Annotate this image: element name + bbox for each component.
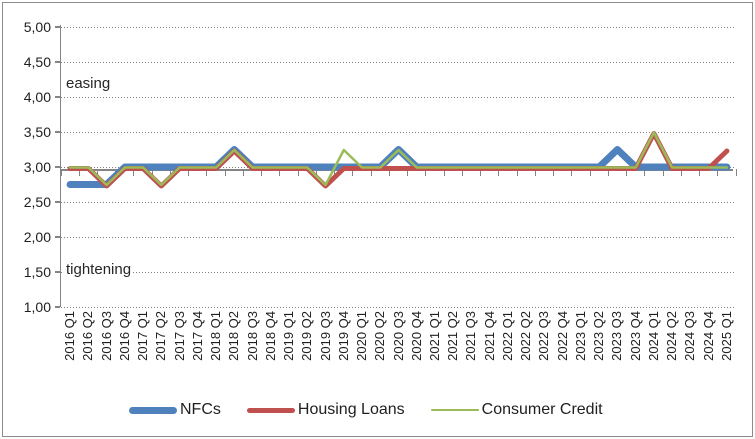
legend-line-swatch-nfcs: [129, 406, 177, 414]
y-axis-tick: [55, 131, 60, 133]
x-axis-tick: [662, 169, 664, 176]
legend-item-nfcs: NFCs: [129, 401, 221, 419]
chart-lines: [66, 131, 731, 189]
x-axis-tick: [644, 169, 646, 176]
y-axis-tick: [55, 306, 60, 308]
gridline-4,50: [61, 61, 736, 63]
y-axis-label: 1,00: [23, 299, 51, 315]
gridline-2,50: [61, 201, 736, 203]
x-axis-tick: [96, 169, 98, 176]
x-axis-tick: [443, 169, 445, 176]
x-axis-tick: [589, 169, 591, 176]
gridline-3,50: [61, 131, 736, 133]
x-axis-tick: [169, 169, 171, 176]
y-axis-label: 4,50: [23, 54, 51, 70]
legend-item-housing-loans: Housing Loans: [246, 401, 405, 419]
x-axis-tick: [571, 169, 573, 176]
series-line-consumer-credit: [68, 131, 729, 187]
gridline-2,00: [61, 236, 736, 238]
x-axis-tick: [699, 169, 700, 176]
x-axis-tick: [717, 169, 719, 176]
annotation-easing: easing: [64, 75, 113, 93]
gridline-4,00: [61, 96, 736, 98]
y-axis-label: 3,00: [23, 159, 51, 175]
x-axis-tick: [498, 169, 500, 176]
x-axis-tick: [534, 169, 536, 176]
x-axis-tick: [279, 169, 281, 176]
y-axis-label: 5,00: [23, 19, 51, 35]
legend-item-consumer-credit: Consumer Credit: [430, 401, 603, 419]
x-axis-tick: [626, 169, 628, 176]
x-axis-tick: [78, 169, 80, 176]
gridline-1,50: [61, 271, 736, 273]
y-axis-label: 4,00: [23, 89, 51, 105]
chart-legend: NFCs Housing Loans Consumer Credit: [129, 395, 603, 425]
x-axis-tick: [261, 169, 263, 176]
y-axis-label: 1,50: [23, 264, 51, 280]
y-axis-label: 3,50: [23, 124, 51, 140]
x-axis-tick: [60, 169, 62, 176]
x-axis-tick: [553, 169, 555, 176]
x-axis-tick: [242, 169, 244, 176]
y-axis-label: 2,00: [23, 229, 51, 245]
legend-label-housing-loans: Housing Loans: [297, 401, 405, 418]
x-axis-tick: [735, 169, 737, 176]
x-axis-tick: [480, 169, 482, 176]
x-axis-tick: [206, 169, 208, 176]
y-axis-tick: [55, 201, 60, 203]
x-axis-tick: [133, 169, 135, 176]
x-axis-tick: [680, 169, 682, 176]
x-axis-tick: [388, 169, 390, 176]
legend-line-swatch-consumer-credit: [430, 408, 479, 412]
x-axis-tick: [352, 169, 354, 176]
x-axis-tick: [224, 169, 226, 176]
y-axis-tick: [55, 61, 60, 63]
x-axis-tick: [516, 169, 518, 176]
x-axis-tick: [188, 169, 190, 176]
legend-line-swatch-housing-loans: [246, 407, 295, 413]
legend-label-nfcs: NFCs: [180, 401, 221, 418]
y-axis-tick: [55, 96, 60, 98]
gridline-1,00: [61, 306, 736, 308]
x-axis-tick: [315, 169, 317, 176]
x-axis-tick: [607, 169, 609, 176]
x-axis-tick: [407, 169, 409, 176]
y-axis-label: 2,50: [23, 194, 51, 210]
x-axis-tick: [334, 169, 336, 176]
y-axis-tick: [55, 166, 60, 168]
gridline-5,00: [61, 26, 736, 28]
y-axis-tick: [55, 271, 60, 273]
annotation-tightening: tightening: [64, 261, 134, 279]
x-axis-tick: [425, 169, 427, 176]
legend-label-consumer-credit: Consumer Credit: [481, 401, 603, 418]
y-axis-tick: [55, 236, 60, 238]
x-axis-tick: [151, 169, 153, 176]
y-axis-line: [59, 25, 61, 307]
x-axis-tick: [461, 169, 463, 176]
x-axis-tick: [297, 169, 299, 176]
y-axis-tick: [55, 26, 60, 28]
x-axis-tick: [370, 169, 372, 176]
